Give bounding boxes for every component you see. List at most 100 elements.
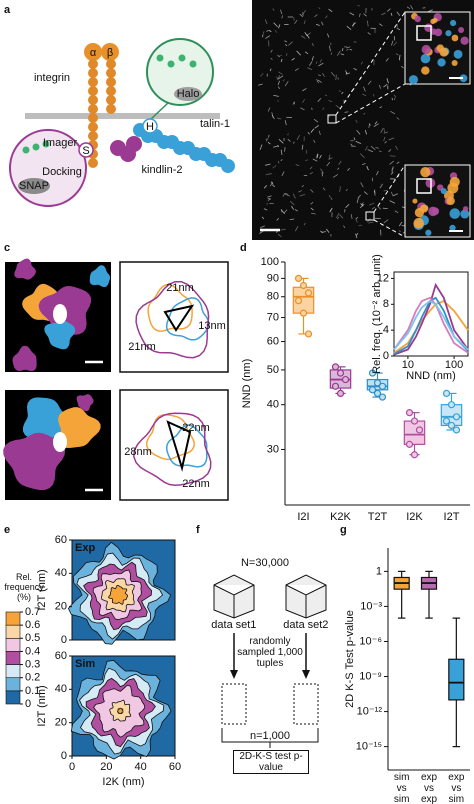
- data-point: [452, 413, 461, 421]
- panel-label: a: [4, 4, 11, 16]
- colorbar-band: [5, 664, 21, 679]
- inset-spot: [420, 167, 431, 178]
- speckle: [347, 167, 350, 171]
- integrin-stalk: [88, 158, 98, 168]
- speckle: [260, 72, 264, 77]
- speckle: [284, 193, 290, 197]
- x-tick-label: 10: [402, 359, 414, 371]
- speckle: [379, 183, 383, 189]
- integrin-head: [84, 43, 102, 61]
- speckle: [368, 221, 374, 224]
- cluster: [89, 265, 110, 287]
- cluster: [14, 258, 36, 280]
- speckle: [367, 80, 372, 85]
- halo-link: [149, 102, 169, 121]
- dataset-box: [285, 574, 327, 619]
- speckle: [271, 112, 274, 119]
- inset-spot: [445, 30, 452, 37]
- dataset-label: set2: [308, 619, 329, 631]
- speckle: [346, 46, 351, 49]
- x-tick-label: exp vs exp: [420, 772, 438, 804]
- x-tick-label: I2T: [444, 511, 460, 523]
- x-tick-label: 100: [445, 359, 463, 371]
- integrin-stalk: [106, 86, 116, 96]
- speckle: [313, 139, 316, 144]
- speckle: [270, 49, 273, 53]
- y-axis-label: Rel. freq. (10⁻² arb. unit): [371, 254, 383, 374]
- speckle: [259, 144, 263, 151]
- nnd-triangle: [166, 420, 192, 472]
- speckle: [284, 120, 287, 126]
- arrow-head: [302, 670, 310, 679]
- data-point: [294, 297, 303, 305]
- data-point: [368, 386, 377, 394]
- inset-spot: [430, 28, 437, 35]
- speckle: [258, 83, 263, 86]
- speckle: [327, 115, 331, 118]
- speckle: [397, 28, 401, 31]
- speckle: [356, 130, 361, 135]
- speckle: [278, 138, 284, 144]
- speckle: [335, 104, 341, 109]
- speckle: [386, 78, 389, 84]
- speckle: [278, 75, 280, 80]
- x-axis-label: NND (nm): [406, 370, 456, 382]
- data-point: [410, 451, 419, 459]
- n-total: N=30,000: [241, 557, 289, 569]
- inset-spot: [437, 58, 446, 67]
- speckle: [280, 209, 286, 214]
- integrin-stalk: [88, 59, 98, 69]
- speckle: [277, 99, 279, 102]
- speckle: [309, 61, 313, 66]
- nnd-triangle: [163, 304, 195, 332]
- speckle: [282, 193, 285, 197]
- speckle: [278, 75, 284, 80]
- y-tick-label: 4: [383, 324, 389, 336]
- cluster-outline: [135, 280, 210, 359]
- speckle: [346, 25, 352, 30]
- speckle: [300, 107, 305, 111]
- y-tick-label: 0: [61, 750, 67, 762]
- speckle: [364, 146, 368, 151]
- dataset-box: [213, 574, 255, 619]
- speckle: [316, 24, 320, 26]
- sample-set: [221, 683, 247, 725]
- integrin-stalk: [88, 95, 98, 105]
- speckle: [315, 154, 318, 159]
- data-point: [378, 393, 387, 401]
- data-point: [304, 289, 313, 297]
- speckle: [265, 35, 271, 39]
- inset-spot: [449, 224, 456, 232]
- overlap: [53, 432, 67, 452]
- speckle: [277, 160, 280, 164]
- speckle: [357, 194, 361, 199]
- y-tick-label: 1: [376, 565, 382, 577]
- data-point: [331, 363, 340, 371]
- speckle: [339, 214, 344, 219]
- distance-label: 28nm: [124, 446, 152, 458]
- speckle: [284, 193, 289, 195]
- speckle: [383, 219, 389, 224]
- x-tick-label: 20: [100, 761, 112, 773]
- colorbar-band: [5, 611, 21, 626]
- speckle: [335, 74, 337, 81]
- speckle: [393, 94, 397, 98]
- speckle: [393, 41, 398, 47]
- dye: [156, 54, 164, 62]
- speckle: [396, 23, 399, 30]
- inset-spot: [431, 207, 440, 216]
- snap-label: SNAP: [19, 180, 49, 192]
- speckle: [269, 181, 274, 187]
- speckle: [292, 193, 296, 199]
- y-tick-label: 10⁻⁹: [359, 670, 382, 682]
- integrin-stalk: [106, 59, 116, 69]
- x-tick-label: 60: [169, 761, 181, 773]
- speckle: [330, 71, 336, 77]
- colorbar-band: [5, 637, 21, 652]
- speckle: [318, 7, 321, 10]
- speckle: [319, 154, 322, 159]
- inset-spot: [450, 19, 457, 27]
- y-tick-label: 20: [55, 601, 67, 613]
- cluster: [23, 397, 71, 442]
- inset-spot: [421, 66, 430, 75]
